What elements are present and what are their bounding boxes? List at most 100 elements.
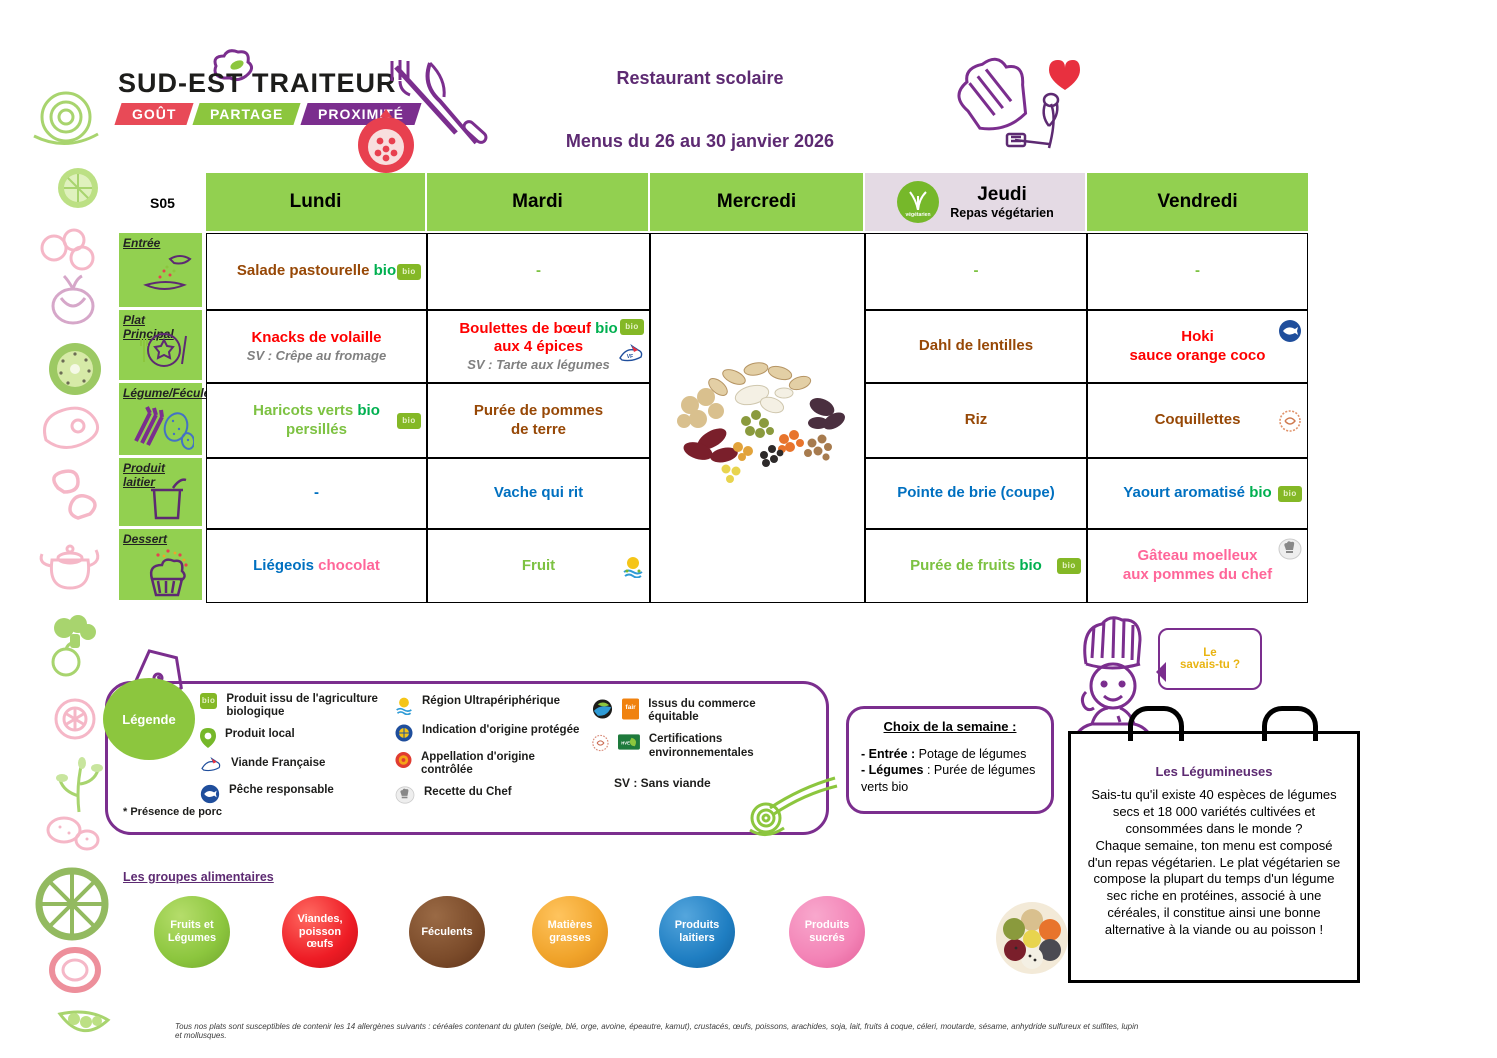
cell-vendredi-plat: Hoki sauce orange coco bbox=[1087, 310, 1308, 383]
lime-doodle bbox=[58, 168, 98, 208]
legend-title-bubble: Légende bbox=[103, 678, 195, 760]
food-group-produits-sucres: Produits sucrés bbox=[789, 896, 865, 968]
svg-text:HVE: HVE bbox=[621, 741, 630, 746]
igp-label-icon bbox=[395, 724, 413, 742]
cell-jeudi-entree: - bbox=[865, 233, 1087, 310]
svg-text:végétarien: végétarien bbox=[906, 212, 931, 218]
row-label-dessert: Dessert bbox=[119, 529, 206, 603]
clipboard-clip-right bbox=[1262, 706, 1318, 741]
noodle-swirl-doodle bbox=[33, 91, 99, 146]
day-header-lundi: Lundi bbox=[206, 173, 427, 233]
legend-col1: bio Produit issu de l'agriculture biologi… bbox=[200, 693, 380, 813]
menu-table: S05 Lundi Mardi Mercredi végétarien Jeud… bbox=[119, 173, 1308, 603]
onion-doodle bbox=[51, 274, 95, 325]
brand-block: SUD-EST TRAITEUR GOÛT PARTAGE PROXIMITÉ bbox=[114, 68, 424, 125]
aoc-label-icon bbox=[395, 751, 412, 769]
brand-value-gout: GOÛT bbox=[114, 103, 195, 125]
region-ultraperipherique-icon bbox=[396, 697, 412, 715]
cell-lundi-laitier: - bbox=[206, 458, 427, 529]
jeudi-note: Repas végétarien bbox=[950, 205, 1054, 220]
chef-recipe-icon bbox=[395, 786, 415, 805]
cell-jeudi-laitier: Pointe de brie (coupe) bbox=[865, 458, 1087, 529]
svg-text:fair: fair bbox=[625, 704, 636, 711]
week-choice-box: Choix de la semaine : - Entrée : Potage … bbox=[846, 706, 1054, 814]
fairtrade-icon bbox=[592, 699, 613, 719]
row-label-legume: Légume/Féculent bbox=[119, 383, 222, 458]
row-label-laitier: Produit laitier bbox=[119, 458, 206, 529]
chef-recipe-icon bbox=[1278, 538, 1302, 560]
day-header-mardi: Mardi bbox=[427, 173, 650, 233]
ring-doodle bbox=[49, 947, 101, 993]
did-you-know-bubble: Le savais-tu ? bbox=[1156, 628, 1262, 690]
env-cert-stamp-icon bbox=[592, 735, 609, 752]
cell-vendredi-legume: Coquillettes bbox=[1087, 383, 1308, 458]
kiwi-doodle bbox=[49, 343, 101, 395]
svg-text:VF: VF bbox=[627, 354, 633, 360]
peche-responsable-icon bbox=[200, 785, 220, 804]
page-subtitle: Menus du 26 au 30 janvier 2026 bbox=[565, 131, 835, 151]
vegetarian-badge-icon: végétarien bbox=[897, 181, 940, 223]
brand-value-partage: PARTAGE bbox=[192, 103, 302, 125]
fair-label-icon: fair bbox=[622, 698, 640, 720]
did-you-know-card: Les Légumineuses Sais-tu qu'il existe 40… bbox=[1068, 731, 1360, 983]
cell-vendredi-laitier: Yaourt aromatisé bio bio bbox=[1087, 458, 1308, 529]
cell-vendredi-entree: - bbox=[1087, 233, 1308, 310]
page-title: Restaurant scolaire bbox=[616, 68, 784, 88]
pork-note: * Présence de porc bbox=[123, 806, 223, 818]
legend-col3: fair Issus du commerce équitable HVE Cer… bbox=[592, 698, 802, 790]
chef-hat-heart-icon bbox=[957, 57, 1080, 149]
legume-icon bbox=[134, 406, 194, 450]
cell-jeudi-legume: Riz bbox=[865, 383, 1087, 458]
food-group-fruits-legumes: Fruits et Légumes bbox=[154, 896, 230, 968]
day-header-jeudi: végétarien Jeudi Repas végétarien bbox=[865, 173, 1087, 233]
quality-stamp-icon bbox=[1279, 409, 1301, 432]
food-group-matieres-grasses: Matières grasses bbox=[532, 896, 608, 968]
food-group-feculents: Féculents bbox=[409, 896, 485, 968]
logo-tree-icon bbox=[213, 49, 253, 82]
fork-knife-icon bbox=[390, 60, 488, 145]
food-group-viandes: Viandes, poisson œufs bbox=[282, 896, 358, 968]
food-group-produits-laitiers: Produits laitiers bbox=[659, 896, 735, 968]
entree-icon bbox=[143, 255, 192, 290]
cell-lundi-plat: Knacks de volaille SV : Crêpe au fromage bbox=[206, 310, 427, 383]
viande-francaise-icon: VF bbox=[619, 344, 643, 362]
week-code: S05 bbox=[119, 173, 206, 233]
bio-label-icon: bio bbox=[1057, 558, 1081, 574]
potato-doodle bbox=[46, 816, 100, 851]
week-choice-lines: - Entrée : Potage de légumes - Légumes :… bbox=[861, 747, 1036, 794]
cell-jeudi-dessert: Purée de fruits bio bio bbox=[865, 529, 1087, 603]
allergens-disclaimer: Tous nos plats sont susceptibles de cont… bbox=[175, 1022, 1139, 1040]
bio-label-icon: bio bbox=[200, 693, 218, 709]
week-choice-title: Choix de la semaine : bbox=[883, 719, 1017, 734]
region-ultraperipherique-icon bbox=[623, 557, 643, 578]
day-label-jeudi: Jeudi bbox=[977, 183, 1027, 205]
pasta-shells-doodle bbox=[52, 469, 97, 520]
produit-local-icon bbox=[200, 728, 216, 749]
row-label-entree: Entrée bbox=[119, 233, 206, 310]
dessert-icon bbox=[149, 549, 188, 597]
did-you-know-text: Sais-tu qu'il existe 40 espèces de légum… bbox=[1087, 787, 1341, 938]
cell-vendredi-dessert: Gâteau moelleux aux pommes du chef bbox=[1087, 529, 1308, 603]
cell-lundi-entree: Salade pastourelle bio bio bbox=[206, 233, 427, 310]
legend-box bbox=[105, 681, 829, 835]
berries-doodle bbox=[40, 228, 95, 271]
peche-responsable-icon bbox=[1279, 320, 1301, 342]
bio-label-icon: bio bbox=[397, 263, 421, 280]
food-groups-title: Les groupes alimentaires bbox=[123, 870, 274, 884]
viande-francaise-icon bbox=[201, 757, 221, 772]
cell-mardi-legume: Purée de pommes de terre bbox=[427, 383, 650, 458]
tomato-doodle bbox=[54, 698, 96, 740]
peapod-doodle bbox=[57, 1010, 111, 1033]
day-header-vendredi: Vendredi bbox=[1087, 173, 1308, 233]
cell-mardi-plat: Boulettes de bœuf bio aux 4 épices SV : T… bbox=[427, 310, 650, 383]
laitier-icon bbox=[151, 478, 187, 520]
herb-doodle bbox=[56, 757, 103, 813]
bio-label-icon: bio bbox=[1278, 485, 1302, 502]
legend-col2: Région Ultrapériphérique Indication d'or… bbox=[395, 695, 580, 813]
day-header-mercredi: Mercredi bbox=[650, 173, 865, 233]
did-you-know-title: Les Légumineuses bbox=[1155, 764, 1273, 779]
legumes-photo bbox=[676, 362, 845, 483]
bio-label-icon: bio bbox=[620, 319, 644, 335]
sv-note: SV : Sans viande bbox=[614, 775, 711, 790]
